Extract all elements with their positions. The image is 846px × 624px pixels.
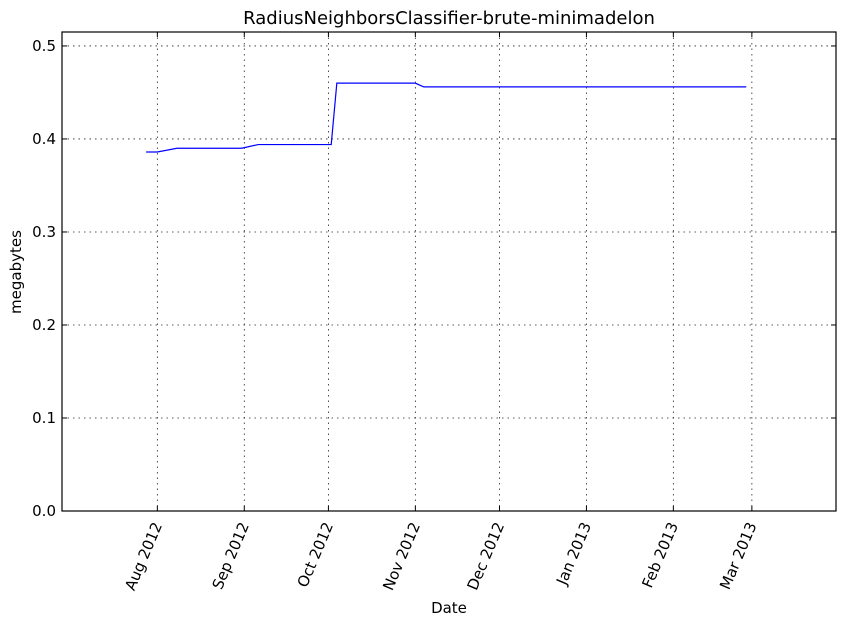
series-line	[146, 82, 747, 153]
y-tick-label: 0.0	[32, 502, 56, 520]
x-axis-label: Date	[431, 599, 467, 617]
plot-frame	[61, 31, 837, 512]
x-tick-label: Dec 2012	[463, 520, 508, 593]
x-tick-label: Mar 2013	[716, 520, 760, 593]
ticks: Aug 2012 Sep 2012 Oct 2012 Nov 2012 Dec 2012…	[32, 32, 836, 593]
y-tick-label: 0.2	[32, 316, 56, 334]
x-tick-label: Aug 2012	[121, 520, 166, 594]
series-layer	[146, 82, 747, 153]
grid	[62, 32, 836, 512]
x-tick-label: Nov 2012	[379, 520, 424, 594]
y-tick-label: 0.5	[32, 37, 56, 55]
x-tick-label: Jan 2013	[552, 520, 595, 589]
x-tick-label: Feb 2013	[638, 520, 682, 591]
y-tick-label: 0.1	[32, 409, 56, 427]
x-tick-label: Oct 2012	[294, 520, 337, 590]
chart-title: RadiusNeighborsClassifier-brute-minimade…	[243, 8, 655, 29]
y-axis-label: megabytes	[7, 230, 25, 314]
y-tick-label: 0.4	[32, 130, 56, 148]
x-tick-label: Sep 2012	[209, 520, 253, 593]
y-tick-label: 0.3	[32, 223, 56, 241]
